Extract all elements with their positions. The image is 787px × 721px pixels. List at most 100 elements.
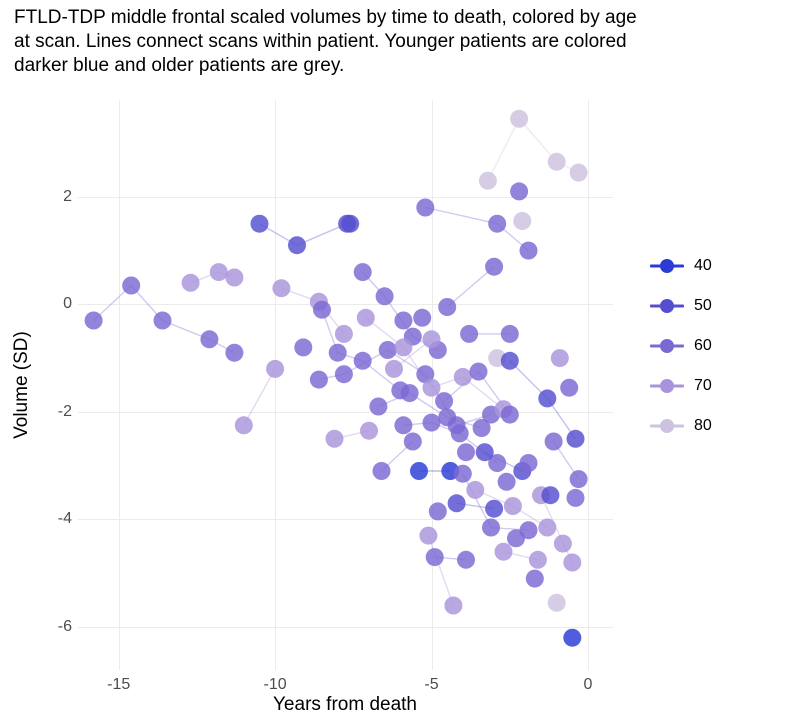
legend-label: 80	[694, 417, 712, 435]
scan-point	[520, 454, 538, 472]
scan-point	[85, 312, 103, 330]
legend-swatch	[650, 417, 684, 435]
scan-point	[513, 212, 531, 230]
scan-point	[563, 554, 581, 572]
scan-point	[495, 543, 513, 561]
legend-swatch	[650, 297, 684, 315]
scan-point	[423, 414, 441, 432]
plot-area	[78, 100, 613, 670]
scan-point	[507, 529, 525, 547]
chart-title: FTLD-TDP middle frontal scaled volumes b…	[14, 6, 654, 77]
scan-point	[570, 470, 588, 488]
scan-point	[404, 433, 422, 451]
scan-point	[485, 258, 503, 276]
scan-point	[410, 462, 428, 480]
patient-line	[281, 288, 344, 334]
scan-point	[538, 389, 556, 407]
scan-point	[435, 392, 453, 410]
scan-point	[357, 309, 375, 327]
scan-point	[210, 263, 228, 281]
scan-point	[394, 338, 412, 356]
legend-item: 40	[650, 255, 712, 277]
scan-point	[288, 236, 306, 254]
scan-point	[401, 384, 419, 402]
scan-point	[567, 430, 585, 448]
scan-point	[235, 416, 253, 434]
scan-point	[329, 344, 347, 362]
scan-point	[504, 497, 522, 515]
x-tick-label: -5	[424, 676, 438, 694]
scan-point	[272, 279, 290, 297]
scan-point	[438, 408, 456, 426]
scan-point	[200, 330, 218, 348]
scan-point	[485, 500, 503, 518]
scan-point	[310, 371, 328, 389]
scan-point	[251, 215, 269, 233]
scan-point	[413, 309, 431, 327]
scan-point	[448, 494, 466, 512]
patient-line	[244, 369, 275, 425]
scan-point	[520, 242, 538, 260]
scan-point	[225, 269, 243, 287]
scan-point	[501, 352, 519, 370]
x-tick-label: -15	[107, 676, 130, 694]
scan-point	[563, 629, 581, 647]
scan-point	[394, 416, 412, 434]
scan-point	[460, 325, 478, 343]
x-tick-label: 0	[584, 676, 593, 694]
scan-point	[225, 344, 243, 362]
scan-point	[423, 379, 441, 397]
legend-swatch	[650, 257, 684, 275]
scan-point	[419, 527, 437, 545]
scan-point	[326, 430, 344, 448]
scan-point	[438, 298, 456, 316]
scan-point	[479, 172, 497, 190]
scan-point	[369, 398, 387, 416]
scan-point	[457, 551, 475, 569]
scan-point	[454, 465, 472, 483]
y-axis-title: Volume (SD)	[11, 331, 33, 439]
scan-point	[551, 349, 569, 367]
scan-point	[294, 338, 312, 356]
patient-line	[488, 119, 579, 181]
scan-point	[335, 325, 353, 343]
scan-point	[360, 422, 378, 440]
y-tick-label: -4	[58, 510, 72, 528]
scan-point	[385, 360, 403, 378]
legend-label: 70	[694, 377, 712, 395]
chart-container: FTLD-TDP middle frontal scaled volumes b…	[0, 0, 787, 721]
legend-item: 60	[650, 335, 712, 357]
scan-point	[548, 153, 566, 171]
legend-dot	[660, 339, 674, 353]
scan-point	[354, 263, 372, 281]
y-tick-label: -6	[58, 618, 72, 636]
scan-point	[529, 551, 547, 569]
scan-point	[313, 301, 331, 319]
y-tick-label: -2	[58, 403, 72, 421]
scan-points	[85, 110, 588, 647]
scan-point	[335, 365, 353, 383]
scan-point	[545, 433, 563, 451]
patient-line	[447, 267, 494, 307]
scan-point	[538, 519, 556, 537]
scan-point	[567, 489, 585, 507]
scan-point	[416, 199, 434, 217]
x-axis-title: Years from death	[273, 694, 417, 716]
scan-point	[510, 182, 528, 200]
legend-swatch	[650, 337, 684, 355]
legend-dot	[660, 419, 674, 433]
scan-point	[470, 363, 488, 381]
scan-point	[373, 462, 391, 480]
plot-svg	[78, 100, 613, 670]
scan-point	[501, 325, 519, 343]
scan-point	[426, 548, 444, 566]
scan-point	[379, 341, 397, 359]
legend-item: 50	[650, 295, 712, 317]
scan-point	[154, 312, 172, 330]
legend-dot	[660, 259, 674, 273]
scan-point	[466, 481, 484, 499]
scan-point	[444, 597, 462, 615]
scan-point	[548, 594, 566, 612]
scan-point	[457, 443, 475, 461]
legend-item: 70	[650, 375, 712, 397]
